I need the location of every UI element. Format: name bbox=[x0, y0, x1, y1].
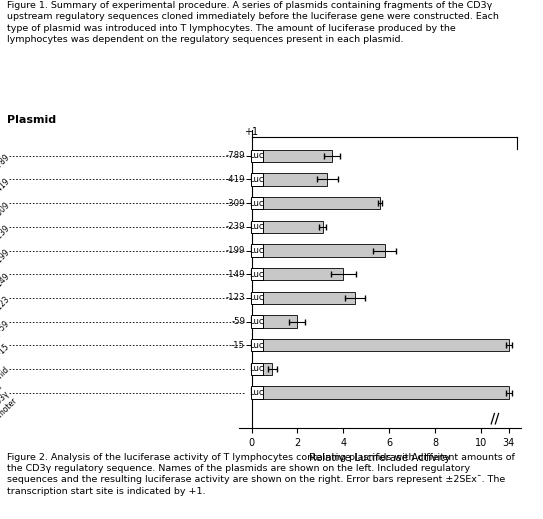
Text: -239: -239 bbox=[226, 222, 245, 231]
Text: Figure 1. Summary of experimental procedure. A series of plasmids containing fra: Figure 1. Summary of experimental proced… bbox=[7, 1, 498, 45]
Bar bbox=[251, 268, 263, 280]
Text: Parent Plasmid
with non-CD3γ
Active Promoter: Parent Plasmid with non-CD3γ Active Prom… bbox=[0, 382, 18, 446]
Text: -419: -419 bbox=[226, 175, 245, 184]
Text: Luc: Luc bbox=[250, 317, 264, 326]
Text: -123: -123 bbox=[225, 293, 245, 303]
Text: Luc: Luc bbox=[250, 199, 264, 208]
Text: -309: -309 bbox=[226, 199, 245, 208]
Bar bbox=[251, 339, 263, 351]
Text: Parent Plasmid: Parent Plasmid bbox=[0, 366, 11, 413]
Bar bbox=[251, 292, 355, 304]
Text: -59: -59 bbox=[231, 317, 245, 326]
Text: +1: +1 bbox=[244, 127, 258, 138]
Text: Luc: Luc bbox=[250, 152, 264, 160]
Bar bbox=[251, 197, 380, 209]
Bar bbox=[251, 292, 263, 304]
Bar bbox=[251, 339, 509, 351]
Text: pCD3γ-309: pCD3γ-309 bbox=[0, 200, 11, 237]
Bar bbox=[251, 244, 384, 257]
Bar bbox=[251, 221, 323, 233]
Bar bbox=[251, 173, 327, 186]
Text: Figure 2. Analysis of the luciferase activity of T lymphocytes containing plasmi: Figure 2. Analysis of the luciferase act… bbox=[7, 453, 514, 496]
Text: -789: -789 bbox=[226, 152, 245, 160]
Bar bbox=[251, 316, 263, 328]
Bar bbox=[251, 363, 272, 375]
Text: pCD3γ-149: pCD3γ-149 bbox=[0, 271, 11, 308]
Text: Plasmid: Plasmid bbox=[7, 115, 55, 125]
Text: pCD3γ-59: pCD3γ-59 bbox=[0, 319, 11, 351]
Bar bbox=[251, 244, 263, 257]
Bar bbox=[251, 221, 263, 233]
X-axis label: Relative Luciferase Activity: Relative Luciferase Activity bbox=[310, 454, 451, 463]
Text: -15: -15 bbox=[231, 341, 245, 350]
Text: pCD3γ-123: pCD3γ-123 bbox=[0, 295, 11, 331]
Text: Luc: Luc bbox=[250, 341, 264, 350]
Bar bbox=[251, 387, 509, 399]
Bar bbox=[251, 268, 343, 280]
Text: Luc: Luc bbox=[250, 246, 264, 255]
Text: pCD3γ-15: pCD3γ-15 bbox=[0, 342, 11, 375]
Bar bbox=[251, 387, 263, 399]
Text: pCD3γ-199: pCD3γ-199 bbox=[0, 248, 11, 284]
Text: Luc: Luc bbox=[250, 222, 264, 231]
Bar bbox=[251, 316, 298, 328]
Text: Luc: Luc bbox=[250, 293, 264, 303]
Text: pCD3γ-419: pCD3γ-419 bbox=[0, 176, 11, 213]
Bar bbox=[251, 149, 332, 162]
Text: pCD3γ-239: pCD3γ-239 bbox=[0, 224, 11, 260]
Bar bbox=[251, 363, 263, 375]
Text: Luc: Luc bbox=[250, 388, 264, 397]
Bar bbox=[251, 173, 263, 186]
Bar bbox=[251, 197, 263, 209]
Bar bbox=[251, 149, 263, 162]
Text: -199: -199 bbox=[226, 246, 245, 255]
Text: Luc: Luc bbox=[250, 175, 264, 184]
Text: Luc: Luc bbox=[250, 270, 264, 279]
Text: -149: -149 bbox=[226, 270, 245, 279]
Text: Luc: Luc bbox=[250, 364, 264, 374]
Text: pCD3γ-789: pCD3γ-789 bbox=[0, 153, 11, 189]
